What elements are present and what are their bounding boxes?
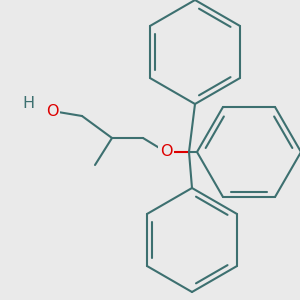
Text: O: O bbox=[46, 103, 58, 118]
Text: H: H bbox=[22, 95, 34, 110]
Text: O: O bbox=[160, 145, 172, 160]
